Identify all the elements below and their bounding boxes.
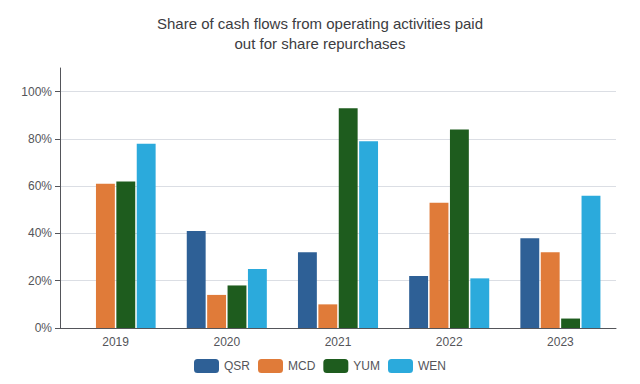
svg-text:100%: 100% [21,85,52,99]
svg-text:Share of cash flows from opera: Share of cash flows from operating activ… [157,15,483,32]
svg-text:60%: 60% [28,179,52,193]
svg-text:2021: 2021 [325,335,352,349]
svg-text:40%: 40% [28,226,52,240]
svg-text:2022: 2022 [436,335,463,349]
svg-text:QSR: QSR [224,359,250,373]
svg-text:MCD: MCD [288,359,316,373]
svg-text:YUM: YUM [353,359,380,373]
svg-text:2023: 2023 [547,335,574,349]
svg-text:2020: 2020 [213,335,240,349]
svg-text:WEN: WEN [418,359,446,373]
svg-text:0%: 0% [35,321,53,335]
svg-text:out for share repurchases: out for share repurchases [235,35,406,52]
svg-text:80%: 80% [28,132,52,146]
svg-text:20%: 20% [28,274,52,288]
svg-text:2019: 2019 [102,335,129,349]
